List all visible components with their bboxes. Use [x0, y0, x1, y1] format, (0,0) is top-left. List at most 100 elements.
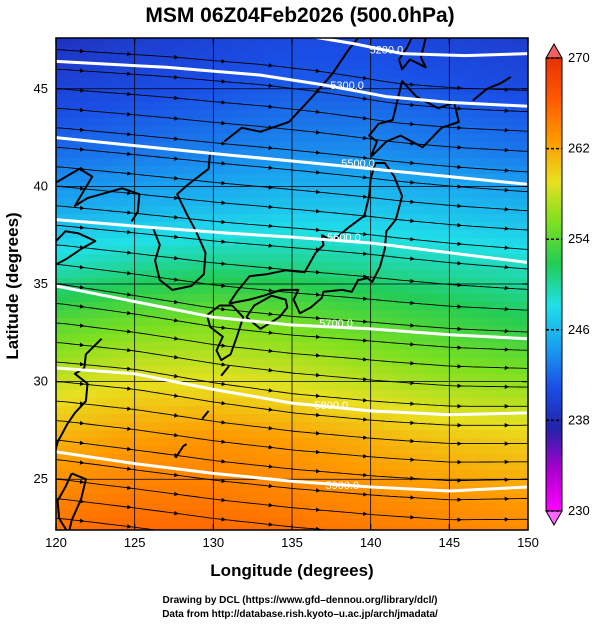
field-cell: [136, 318, 145, 327]
field-cell: [400, 118, 409, 127]
field-cell: [248, 430, 257, 439]
field-cell: [328, 158, 337, 167]
field-cell: [112, 238, 121, 247]
field-cell: [136, 102, 145, 111]
field-cell: [336, 406, 345, 415]
field-cell: [504, 318, 513, 327]
field-cell: [184, 502, 193, 511]
field-cell: [456, 446, 465, 455]
field-cell: [120, 470, 129, 479]
field-cell: [168, 366, 177, 375]
field-cell: [448, 198, 457, 207]
field-cell: [432, 46, 441, 55]
field-cell: [144, 470, 153, 479]
field-cell: [248, 486, 257, 495]
field-cell: [96, 422, 105, 431]
field-cell: [168, 94, 177, 103]
field-cell: [360, 54, 369, 63]
field-cell: [416, 286, 425, 295]
field-cell: [368, 342, 377, 351]
field-cell: [144, 358, 153, 367]
field-cell: [344, 358, 353, 367]
field-cell: [168, 342, 177, 351]
field-cell: [216, 142, 225, 151]
field-cell: [312, 214, 321, 223]
field-cell: [280, 278, 289, 287]
field-cell: [240, 54, 249, 63]
field-cell: [312, 222, 321, 231]
field-cell: [488, 198, 497, 207]
field-cell: [352, 334, 361, 343]
field-cell: [424, 406, 433, 415]
field-cell: [384, 366, 393, 375]
field-cell: [256, 142, 265, 151]
field-cell: [480, 406, 489, 415]
field-cell: [192, 422, 201, 431]
field-cell: [304, 438, 313, 447]
field-cell: [56, 502, 65, 511]
field-cell: [248, 270, 257, 279]
field-cell: [504, 502, 513, 511]
field-cell: [424, 94, 433, 103]
field-cell: [480, 222, 489, 231]
field-cell: [64, 38, 73, 47]
field-cell: [128, 470, 137, 479]
field-cell: [232, 46, 241, 55]
field-cell: [448, 62, 457, 71]
field-cell: [392, 46, 401, 55]
field-cell: [424, 86, 433, 95]
field-cell: [472, 86, 481, 95]
field-cell: [328, 438, 337, 447]
field-cell: [472, 278, 481, 287]
field-cell: [136, 198, 145, 207]
field-cell: [120, 406, 129, 415]
field-cell: [344, 126, 353, 135]
field-cell: [520, 78, 528, 87]
field-cell: [384, 342, 393, 351]
field-cell: [192, 214, 201, 223]
field-cell: [336, 502, 345, 511]
field-cell: [256, 190, 265, 199]
field-cell: [472, 470, 481, 479]
field-cell: [56, 406, 65, 415]
field-cell: [512, 222, 521, 231]
field-cell: [488, 518, 497, 527]
field-cell: [456, 318, 465, 327]
field-cell: [104, 230, 113, 239]
field-cell: [152, 222, 161, 231]
field-cell: [504, 366, 513, 375]
field-cell: [320, 270, 329, 279]
field-cell: [504, 214, 513, 223]
field-cell: [360, 86, 369, 95]
field-cell: [216, 126, 225, 135]
field-cell: [256, 102, 265, 111]
field-cell: [384, 134, 393, 143]
field-cell: [488, 70, 497, 79]
field-cell: [408, 470, 417, 479]
field-cell: [88, 94, 97, 103]
field-cell: [296, 270, 305, 279]
field-cell: [88, 46, 97, 55]
field-cell: [56, 102, 65, 111]
field-cell: [432, 166, 441, 175]
field-cell: [208, 46, 217, 55]
field-cell: [472, 318, 481, 327]
field-cell: [72, 150, 81, 159]
field-cell: [56, 486, 65, 495]
field-cell: [368, 62, 377, 71]
field-cell: [456, 494, 465, 503]
field-cell: [272, 494, 281, 503]
field-cell: [376, 526, 385, 530]
field-cell: [296, 94, 305, 103]
field-cell: [64, 278, 73, 287]
field-cell: [328, 102, 337, 111]
field-cell: [104, 286, 113, 295]
field-cell: [216, 86, 225, 95]
field-cell: [160, 286, 169, 295]
field-cell: [160, 158, 169, 167]
field-cell: [440, 422, 449, 431]
field-cell: [232, 406, 241, 415]
field-cell: [328, 494, 337, 503]
stream-arrow: [79, 460, 85, 465]
field-cell: [392, 390, 401, 399]
